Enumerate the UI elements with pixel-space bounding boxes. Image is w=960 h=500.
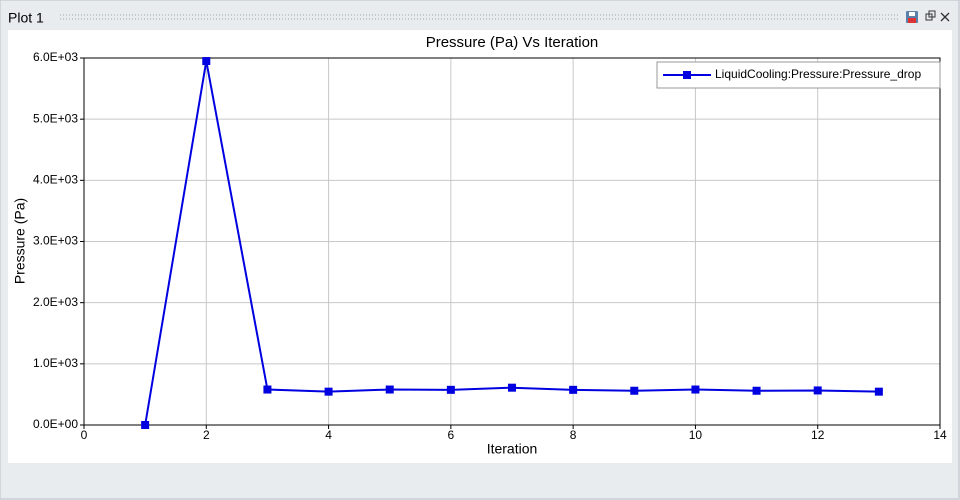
data-point — [691, 385, 700, 394]
y-tick-label: 6.0E+03 — [33, 50, 78, 64]
y-tick-label: 4.0E+03 — [33, 173, 78, 187]
x-tick-label: 4 — [325, 428, 332, 442]
y-axis-label: Pressure (Pa) — [12, 198, 28, 284]
data-point — [324, 387, 333, 396]
data-point — [263, 385, 272, 394]
y-tick-label: 2.0E+03 — [33, 295, 78, 309]
legend-label: LiquidCooling:Pressure:Pressure_drop — [715, 67, 921, 81]
y-tick-label: 3.0E+03 — [33, 234, 78, 248]
x-tick-label: 2 — [203, 428, 210, 442]
chart-title: Pressure (Pa) Vs Iteration — [426, 34, 599, 51]
x-tick-label: 14 — [933, 428, 947, 442]
x-tick-label: 12 — [811, 428, 825, 442]
data-point — [569, 385, 578, 394]
save-button[interactable] — [906, 11, 918, 23]
data-point — [874, 387, 883, 396]
x-axis-label: Iteration — [487, 441, 538, 457]
close-button[interactable] — [940, 12, 950, 22]
restore-button[interactable] — [925, 10, 936, 21]
data-point — [202, 57, 211, 66]
data-point — [508, 383, 516, 392]
plot-frame — [83, 57, 941, 426]
data-point — [752, 386, 761, 395]
x-tick-label: 6 — [448, 428, 455, 442]
y-tick-label: 1.0E+03 — [33, 356, 78, 370]
data-point — [385, 385, 394, 394]
legend-marker — [683, 71, 691, 79]
data-point — [141, 421, 150, 429]
window-title: Plot 1 — [8, 10, 44, 26]
x-tick-label: 10 — [689, 428, 703, 442]
y-tick-label: 5.0E+03 — [33, 111, 78, 125]
data-point — [446, 385, 455, 394]
x-tick-label: 0 — [81, 428, 88, 442]
data-point — [813, 386, 822, 395]
data-point — [630, 386, 639, 395]
y-tick-label: 0.0E+00 — [33, 417, 78, 431]
x-tick-label: 8 — [570, 428, 577, 442]
